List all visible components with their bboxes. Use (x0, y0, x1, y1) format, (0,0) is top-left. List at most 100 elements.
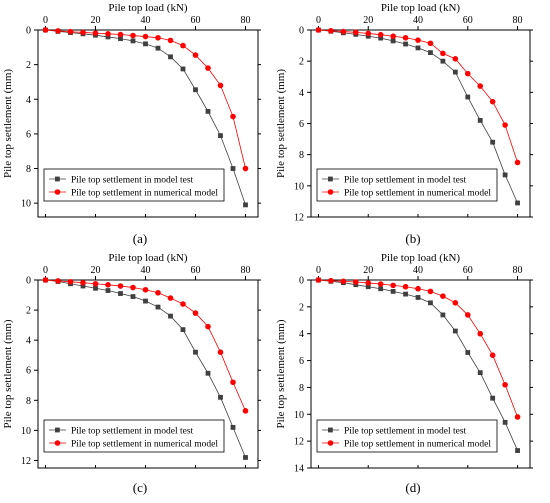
data-point-model-test (130, 294, 136, 299)
legend-marker-square (55, 427, 60, 433)
data-point-model-test (218, 133, 223, 139)
data-point-model-test (118, 291, 123, 296)
x-axis-title: Pile top load (kN) (108, 252, 187, 264)
data-point-numerical-model (155, 289, 161, 296)
x-tick-label: 0 (43, 15, 48, 26)
legend-marker-circle (327, 189, 334, 195)
data-point-model-test (230, 424, 236, 430)
data-point-model-test (193, 87, 198, 93)
y-tick-label: 10 (21, 199, 31, 210)
data-point-numerical-model (489, 98, 496, 105)
x-tick-label: 40 (413, 15, 423, 26)
y-tick-label: 10 (294, 410, 304, 421)
data-point-numerical-model (67, 28, 74, 35)
data-point-model-test (415, 295, 421, 300)
data-point-numerical-model (80, 279, 86, 286)
y-axis-title: Pile top settlement (mm) (275, 319, 287, 428)
legend-box (43, 419, 225, 453)
y-tick-label: 8 (299, 150, 304, 161)
data-point-numerical-model (80, 29, 86, 36)
x-tick-label: 20 (363, 265, 373, 276)
x-tick-label: 40 (413, 265, 423, 276)
data-point-numerical-model (55, 28, 61, 34)
y-tick-label: 2 (26, 306, 31, 317)
legend-marker-square (328, 176, 333, 182)
data-point-numerical-model (142, 33, 149, 40)
data-point-numerical-model (440, 293, 446, 299)
y-tick-label: 6 (26, 129, 31, 140)
y-tick-label: 10 (294, 181, 304, 192)
data-point-numerical-model (217, 82, 224, 89)
data-point-numerical-model (192, 52, 199, 58)
data-point-model-test (155, 304, 161, 310)
data-point-model-test (80, 283, 86, 289)
x-tick-label: 80 (513, 15, 523, 26)
data-point-numerical-model (142, 286, 149, 293)
legend-marker-circle (327, 440, 334, 446)
data-point-model-test (440, 312, 446, 318)
y-tick-label: 4 (299, 88, 304, 99)
data-point-model-test (490, 139, 496, 145)
data-point-numerical-model (242, 165, 249, 172)
data-point-numerical-model (402, 283, 409, 290)
y-tick-label: 10 (21, 426, 31, 437)
y-tick-label: 8 (26, 396, 31, 407)
data-point-numerical-model (42, 277, 49, 283)
data-point-numerical-model (167, 295, 174, 301)
y-tick-label: 12 (294, 437, 304, 448)
data-point-numerical-model (205, 323, 211, 330)
x-axis-title: Pile top load (kN) (381, 2, 460, 14)
data-point-numerical-model (365, 30, 372, 37)
data-point-model-test (428, 50, 433, 55)
data-point-model-test (230, 166, 236, 171)
data-point-model-test (155, 45, 161, 51)
data-point-numerical-model (427, 288, 434, 295)
panel-caption: (c) (133, 480, 147, 495)
x-tick-label: 0 (43, 265, 48, 276)
legend-entry: Pile top settlement in model test (344, 427, 467, 437)
data-point-numerical-model (502, 122, 508, 128)
data-point-numerical-model (167, 37, 174, 44)
legend-entry: Pile top settlement in numerical model (344, 440, 491, 450)
data-point-model-test (243, 455, 248, 460)
y-axis-title: Pile top settlement (mm) (2, 69, 14, 178)
data-point-model-test (180, 66, 186, 72)
data-point-numerical-model (502, 381, 508, 388)
y-axis-title: Pile top settlement (mm) (2, 319, 14, 428)
data-point-model-test (193, 349, 198, 355)
panel-caption: (d) (405, 480, 420, 495)
data-point-numerical-model (464, 70, 471, 77)
data-point-model-test (452, 328, 458, 334)
data-point-numerical-model (415, 37, 421, 43)
x-tick-label: 80 (241, 265, 251, 276)
data-point-model-test (365, 33, 371, 39)
data-point-numerical-model (514, 414, 521, 420)
data-point-model-test (515, 200, 520, 206)
data-point-numerical-model (105, 31, 111, 37)
data-point-model-test (490, 395, 496, 401)
data-point-model-test (465, 94, 471, 100)
data-point-model-test (130, 38, 136, 44)
data-point-numerical-model (352, 29, 359, 36)
data-point-numerical-model (340, 278, 347, 285)
x-tick-label: 60 (191, 15, 201, 26)
x-tick-label: 80 (513, 265, 523, 276)
data-point-model-test (205, 108, 211, 114)
legend-entry: Pile top settlement in numerical model (71, 440, 218, 450)
data-point-numerical-model (92, 280, 99, 287)
data-point-model-test (93, 285, 98, 291)
data-point-model-test (105, 34, 111, 40)
y-tick-label: 4 (26, 95, 31, 106)
data-point-numerical-model (192, 310, 199, 316)
y-tick-label: 12 (294, 213, 304, 224)
legend-box (316, 168, 498, 202)
data-point-numerical-model (440, 50, 446, 57)
data-point-numerical-model (415, 285, 421, 292)
data-point-numerical-model (377, 281, 384, 287)
x-axis-title: Pile top load (kN) (381, 252, 460, 264)
chart-panel-c: 0 20 40 60 80 Pile top load (kN) 0 2 4 6 8 10 12 Pile… (2, 252, 261, 495)
x-tick-label: 40 (141, 15, 151, 26)
data-point-model-test (205, 370, 211, 376)
data-point-numerical-model (402, 34, 409, 41)
